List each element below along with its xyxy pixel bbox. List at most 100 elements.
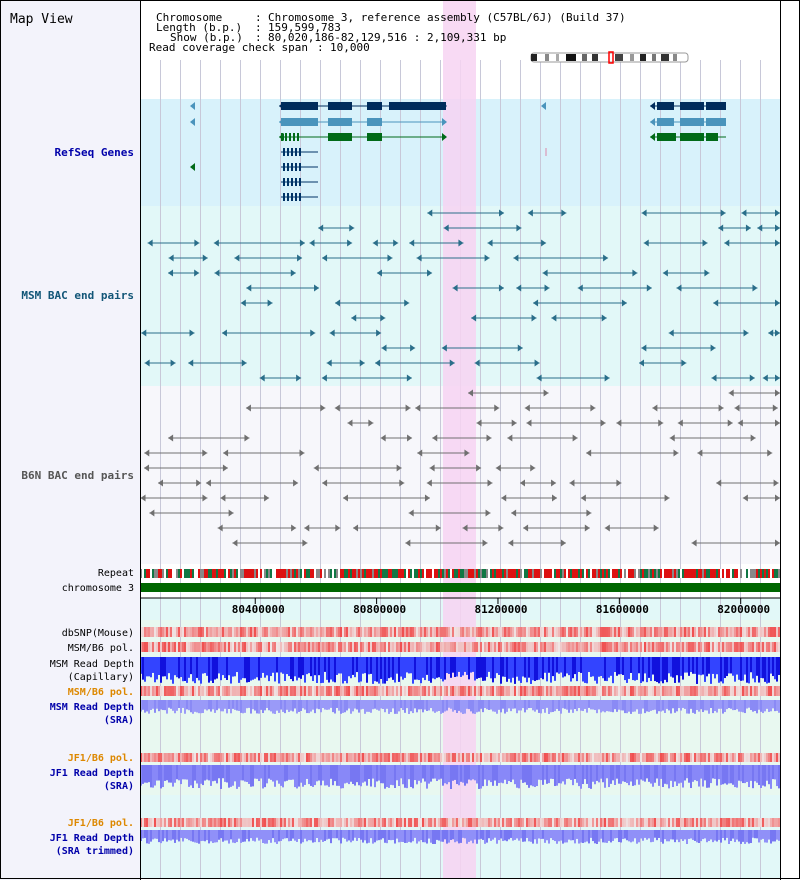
msm-b6-pol-cell — [482, 642, 484, 652]
grid-lines — [160, 60, 761, 878]
msm-depth-sra-bar — [246, 700, 248, 709]
chromosome-ideogram[interactable] — [530, 51, 689, 64]
jf1-b6-pol-cell — [764, 753, 766, 762]
msm-depth-cap-bar — [232, 657, 234, 677]
msm-depth-sra-bar — [144, 700, 146, 713]
repeat-element — [222, 569, 224, 578]
jf1-b6-pol-cell — [468, 818, 470, 827]
jf1-b6-pol-cell — [764, 818, 766, 827]
dbsnp-cell — [414, 627, 416, 637]
msm-depth-sra-bar — [360, 700, 362, 710]
msm-b6-pol-cell — [444, 642, 446, 652]
msm-b6-pol-cell — [556, 642, 558, 652]
msm-b6-pol-cell — [576, 686, 578, 696]
dbsnp-cell — [278, 627, 280, 637]
b6n-bac-pair-end — [313, 464, 319, 472]
repeat-label: Repeat — [98, 568, 134, 579]
msm-depth-sra-bar — [542, 700, 544, 710]
msm-depth-sra-bar — [632, 700, 634, 712]
msm-b6-pol-cell — [220, 642, 222, 652]
dbsnp-cell — [216, 627, 218, 637]
dbsnp-cell — [760, 627, 762, 637]
dbsnp-cell — [730, 627, 732, 637]
msm-b6-pol-cell — [700, 642, 702, 652]
msm-depth-sra-bar — [206, 700, 208, 711]
jf1-depth-trim-bar — [640, 830, 642, 839]
msm-b6-pol-cell — [430, 642, 432, 652]
gene-exon — [295, 148, 297, 156]
repeat-element — [372, 569, 374, 578]
jf1-depth-trim-bar — [382, 830, 384, 839]
repeat-element — [356, 569, 358, 578]
msm-depth-cap-bar — [294, 657, 296, 677]
msm-b6-pol-cell — [156, 686, 158, 696]
refseq-genes-track[interactable] — [190, 102, 726, 201]
chromosome-bar[interactable] — [140, 583, 780, 592]
msm-depth-sra-bar — [530, 700, 532, 709]
jf1-depth-trim-bar — [232, 830, 234, 843]
dbsnp-cell — [206, 627, 208, 637]
jf1-b6-pol-cell — [748, 818, 750, 827]
jf1-b6-pol-cell — [338, 818, 340, 827]
b6n-bac-pair-end — [551, 479, 557, 487]
msm-b6-pol-cell — [552, 686, 554, 696]
msm-depth-sra-sub: (SRA) — [104, 715, 134, 726]
msm-b6-pol-cell — [676, 686, 678, 696]
msm-b6-pol-cell — [356, 686, 358, 696]
b6n-bac-label: B6N BAC end pairs — [21, 469, 134, 482]
ruler-tick-label: 80800000 — [353, 603, 406, 616]
msm-depth-sra-bar — [426, 700, 428, 711]
msm-b6-pol-cell — [528, 686, 530, 696]
jf1-depth-sra-bar — [600, 765, 602, 779]
jf1-depth-trim-bar — [362, 830, 364, 843]
dbsnp-cell — [586, 627, 588, 637]
b6n-bac-pairs-track[interactable] — [140, 389, 780, 547]
jf1-depth-trim-bar — [618, 830, 620, 843]
msm-depth-sra-bar — [478, 700, 480, 712]
msm-bac-pair-end — [375, 359, 381, 367]
msm-b6-pol-cell — [638, 642, 640, 652]
highlight-region[interactable] — [443, 0, 476, 878]
jf1-b6-pol-cell — [506, 818, 508, 827]
repeat-element — [432, 569, 434, 578]
msm-depth-cap-bar — [754, 657, 756, 683]
jf1-depth-trim-bar — [534, 830, 536, 840]
dbsnp-cell — [686, 627, 688, 637]
jf1-depth-sra-bar — [280, 765, 282, 786]
msm-b6-pol-cell — [618, 642, 620, 652]
read-depth-tracks[interactable] — [140, 657, 780, 844]
dbsnp-cell — [210, 627, 212, 637]
b6n-bac-pair-end — [368, 419, 374, 427]
msm-depth-cap-bar — [262, 657, 264, 673]
msm-b6-pol-cell — [494, 686, 496, 696]
msm-b6-pol-cell — [582, 686, 584, 696]
jf1-b6-pol-cell — [222, 753, 224, 762]
repeat-track[interactable] — [140, 569, 780, 578]
jf1-b6-pol-cell — [386, 818, 388, 827]
jf1-depth-trim-bar — [684, 830, 686, 840]
msm-depth-sra-bar — [622, 700, 624, 711]
jf1-depth-trim-bar — [568, 830, 570, 840]
msm-depth-cap-bar — [250, 657, 252, 681]
jf1-b6-pol-cell — [374, 818, 376, 827]
polymorphism-heat-tracks[interactable] — [140, 627, 780, 827]
repeat-element — [192, 569, 194, 578]
repeat-element — [258, 569, 260, 578]
dbsnp-cell — [638, 627, 640, 637]
msm-b6-pol-cell — [696, 686, 698, 696]
repeat-element — [266, 569, 268, 578]
msm-depth-sra-bar — [340, 700, 342, 714]
msm-depth-cap-bar — [622, 657, 624, 676]
msm-b6-pol-cell — [200, 642, 202, 652]
msm-bac-pair-end — [498, 284, 504, 292]
jf1-depth-trim-bar — [396, 830, 398, 839]
msm-bac-pairs-track[interactable] — [141, 209, 780, 382]
msm-bac-pair-end — [393, 239, 399, 247]
msm-depth-sra-bar — [564, 700, 566, 709]
msm-bac-pair-end — [170, 359, 176, 367]
ideogram-band — [545, 54, 549, 61]
dbsnp-cell — [630, 627, 632, 637]
jf1-depth-sra-bar — [290, 765, 292, 780]
msm-bac-pair-end — [641, 209, 647, 217]
